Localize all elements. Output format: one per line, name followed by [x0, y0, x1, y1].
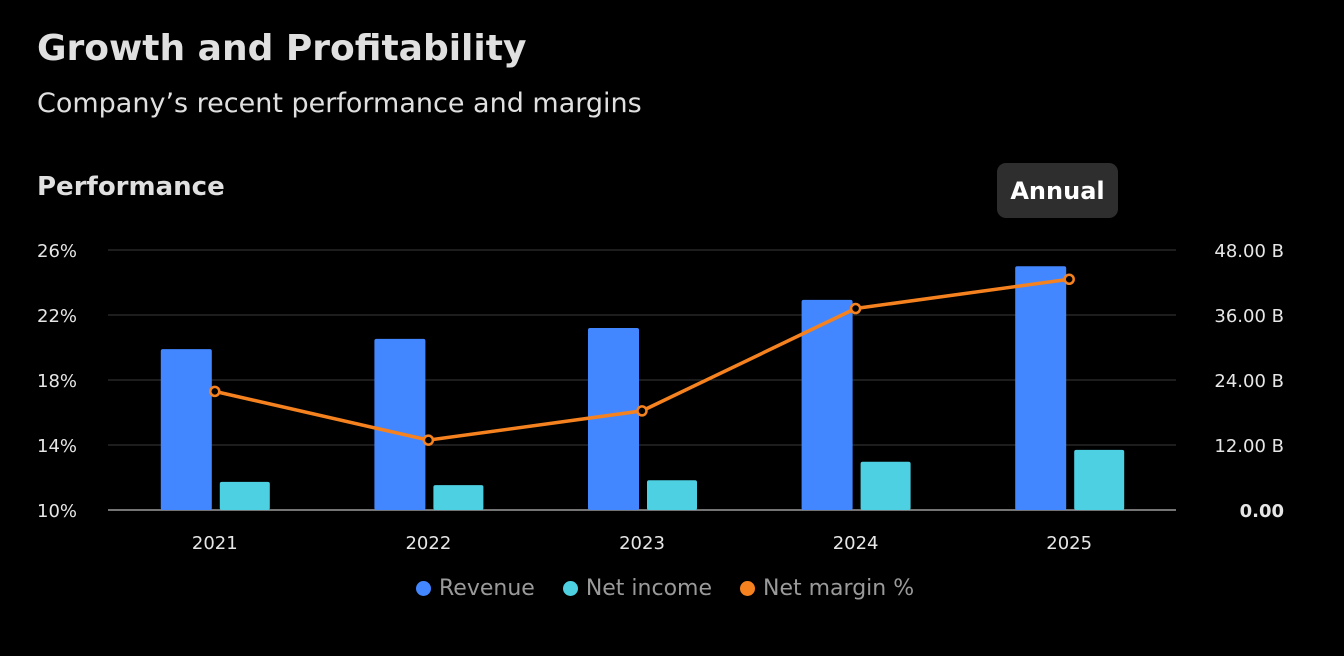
left-tick-label: 26%	[37, 241, 77, 262]
left-tick-label: 10%	[37, 501, 77, 522]
net-margin-point	[636, 405, 648, 417]
page-title: Growth and Profitability	[37, 28, 527, 69]
revenue-bar	[801, 299, 853, 510]
x-tick-label: 2024	[833, 533, 879, 554]
revenue-bar	[588, 328, 639, 510]
right-tick-label: 24.00 B	[1214, 371, 1284, 392]
right-tick-label: 0.00	[1240, 501, 1284, 522]
net-income-bar	[219, 481, 270, 510]
right-tick-label: 36.00 B	[1214, 306, 1284, 327]
chart-legend: Revenue Net income Net margin %	[416, 576, 914, 601]
period-annual-button[interactable]: Annual	[997, 163, 1118, 218]
revenue-bar	[1015, 266, 1067, 510]
legend-label: Revenue	[439, 576, 535, 601]
legend-revenue-marker	[416, 581, 431, 596]
left-tick-label: 22%	[37, 306, 77, 327]
net-margin-point	[422, 434, 435, 446]
right-tick-label: 12.00 B	[1214, 436, 1284, 457]
revenue-bar	[160, 349, 212, 510]
net-income-bar	[1074, 449, 1125, 510]
revenue-bar	[374, 338, 426, 510]
net-margin-point	[209, 385, 221, 398]
page-subtitle: Company’s recent performance and margins	[37, 88, 642, 119]
legend-net-margin[interactable]: Net margin %	[740, 576, 914, 601]
left-tick-label: 14%	[37, 436, 77, 457]
legend-label: Net margin %	[763, 576, 915, 601]
legend-revenue[interactable]: Revenue	[416, 576, 535, 601]
net-income-bar	[860, 461, 911, 510]
x-tick-label: 2022	[405, 533, 451, 554]
x-tick-label: 2023	[619, 533, 665, 554]
left-tick-label: 18%	[37, 371, 77, 392]
legend-net-margin-marker	[740, 581, 756, 596]
legend-label: Net income	[585, 576, 713, 601]
x-tick-label: 2021	[192, 533, 238, 554]
net-income-bar	[647, 480, 697, 510]
right-tick-label: 48.00 B	[1214, 241, 1284, 262]
net-income-bar	[433, 485, 484, 510]
legend-net-income[interactable]: Net income	[562, 576, 713, 601]
net-margin-point	[1063, 273, 1075, 285]
section-title: Performance	[37, 172, 225, 202]
net-margin-point	[849, 302, 862, 315]
legend-net-income-marker	[562, 581, 578, 596]
x-tick-label: 2025	[1046, 533, 1092, 554]
